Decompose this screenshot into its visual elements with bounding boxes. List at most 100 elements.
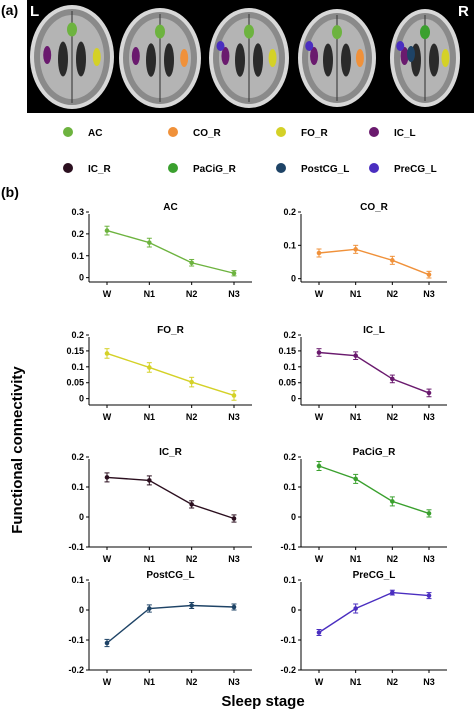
data-point [147,606,152,611]
x-tick-label: N3 [423,289,435,299]
data-point [231,604,237,610]
x-tick-label: N1 [144,677,156,687]
y-tick-label: 0.1 [71,575,84,585]
legend-swatch [63,127,73,137]
x-tick-label: W [315,677,324,687]
x-tick-label: N3 [228,554,240,564]
legend-item: IC_L [369,127,416,139]
right-marker: R [458,3,469,20]
data-point [104,228,110,233]
data-point [426,390,432,396]
x-tick-label: N2 [387,289,399,299]
brain-slice [30,5,114,109]
series-line [318,465,430,515]
x-tick-label: N3 [228,677,240,687]
x-tick-label: N2 [387,554,399,564]
legend-item: PostCG_L [276,163,349,175]
y-tick-label: 0.3 [71,207,84,217]
data-point [426,593,432,598]
legend-item: PreCG_L [369,163,437,175]
chart-title: PreCG_L [353,570,396,581]
y-tick-label: -0.1 [68,635,84,645]
y-tick-label: 0 [79,394,84,404]
legend-item: PaCiG_R [168,163,237,175]
y-tick-label: 0.1 [283,575,296,585]
data-point [426,511,432,516]
legend: AC CO_R FO_R IC_L IC_R PaCiG_R PostCG_L PreCG_L [63,127,437,175]
chart-title: FO_R [157,325,184,336]
data-point [189,379,194,385]
y-tick-label: 0.15 [278,346,296,356]
data-point [189,603,194,608]
chart-ic-l: IC_L 0 0.05 0.1 0.15 0.2 W N1 N2 N3 [278,325,447,422]
data-point [390,499,395,504]
legend-label: IC_R [88,164,112,175]
panel-label-a: (a) [1,2,18,18]
data-point [390,590,395,595]
chart-pacig-r: PaCiG_R -0.1 0 0.1 0.2 W N1 N2 N3 [280,447,447,564]
data-point [189,502,194,507]
y-tick-label: 0.2 [71,452,84,462]
y-tick-label: 0.05 [66,378,84,388]
chart-title: PostCG_L [146,570,194,581]
x-tick-label: N2 [387,412,399,422]
y-tick-label: 0 [79,273,84,283]
x-tick-label: N1 [350,412,362,422]
x-tick-label: W [103,289,112,299]
y-tick-label: -0.1 [280,635,296,645]
y-tick-label: 0.2 [71,330,84,340]
series-line [106,604,235,644]
x-tick-label: N1 [350,677,362,687]
legend-swatch [168,127,178,137]
chart-title: AC [163,202,177,213]
series-line [318,351,430,394]
x-tick-label: W [103,554,112,564]
data-point [231,393,237,398]
data-point [353,353,358,358]
y-tick-label: 0.05 [278,378,296,388]
legend-swatch [276,127,286,137]
legend-item: CO_R [168,127,222,139]
brain-slice [390,9,460,107]
x-tick-label: N2 [387,677,399,687]
y-tick-label: 0 [291,605,296,615]
y-tick-label: 0 [79,512,84,522]
legend-swatch [63,163,73,173]
chart-co-r: CO_R 0 0.1 0.2 W N1 N2 N3 [283,202,447,299]
x-tick-label: N2 [186,289,198,299]
series-line [106,229,235,274]
y-tick-label: 0 [291,512,296,522]
y-tick-label: 0.1 [71,251,84,261]
legend-label: AC [88,128,102,139]
chart-fo-r: FO_R 0 0.05 0.1 0.15 0.2 W N1 N2 N3 [66,325,252,422]
data-point [390,376,395,382]
y-tick-label: 0 [79,605,84,615]
x-axis-title: Sleep stage [221,693,304,710]
x-tick-label: N1 [144,412,156,422]
x-tick-label: N1 [144,554,156,564]
data-point [147,240,152,245]
series-line [106,352,235,397]
legend-swatch [168,163,178,173]
legend-label: IC_L [394,128,416,139]
legend-label: PostCG_L [301,164,349,175]
series-line [318,591,430,634]
y-tick-label: 0.1 [283,362,296,372]
data-point [147,478,152,483]
y-tick-label: 0.2 [283,207,296,217]
y-tick-label: -0.2 [68,665,84,675]
y-tick-label: 0.2 [71,229,84,239]
brain-slice [298,9,376,107]
x-tick-label: N1 [144,289,156,299]
series-line [318,248,430,276]
data-point [316,463,322,469]
data-point [353,476,358,482]
y-axis-title: Functional connectivity [9,366,26,534]
x-tick-label: N3 [228,289,240,299]
brain-slice [209,8,289,108]
brain-panel: L R [27,0,474,113]
y-tick-label: 0.1 [71,362,84,372]
data-point [426,272,432,277]
x-tick-label: N1 [350,289,362,299]
